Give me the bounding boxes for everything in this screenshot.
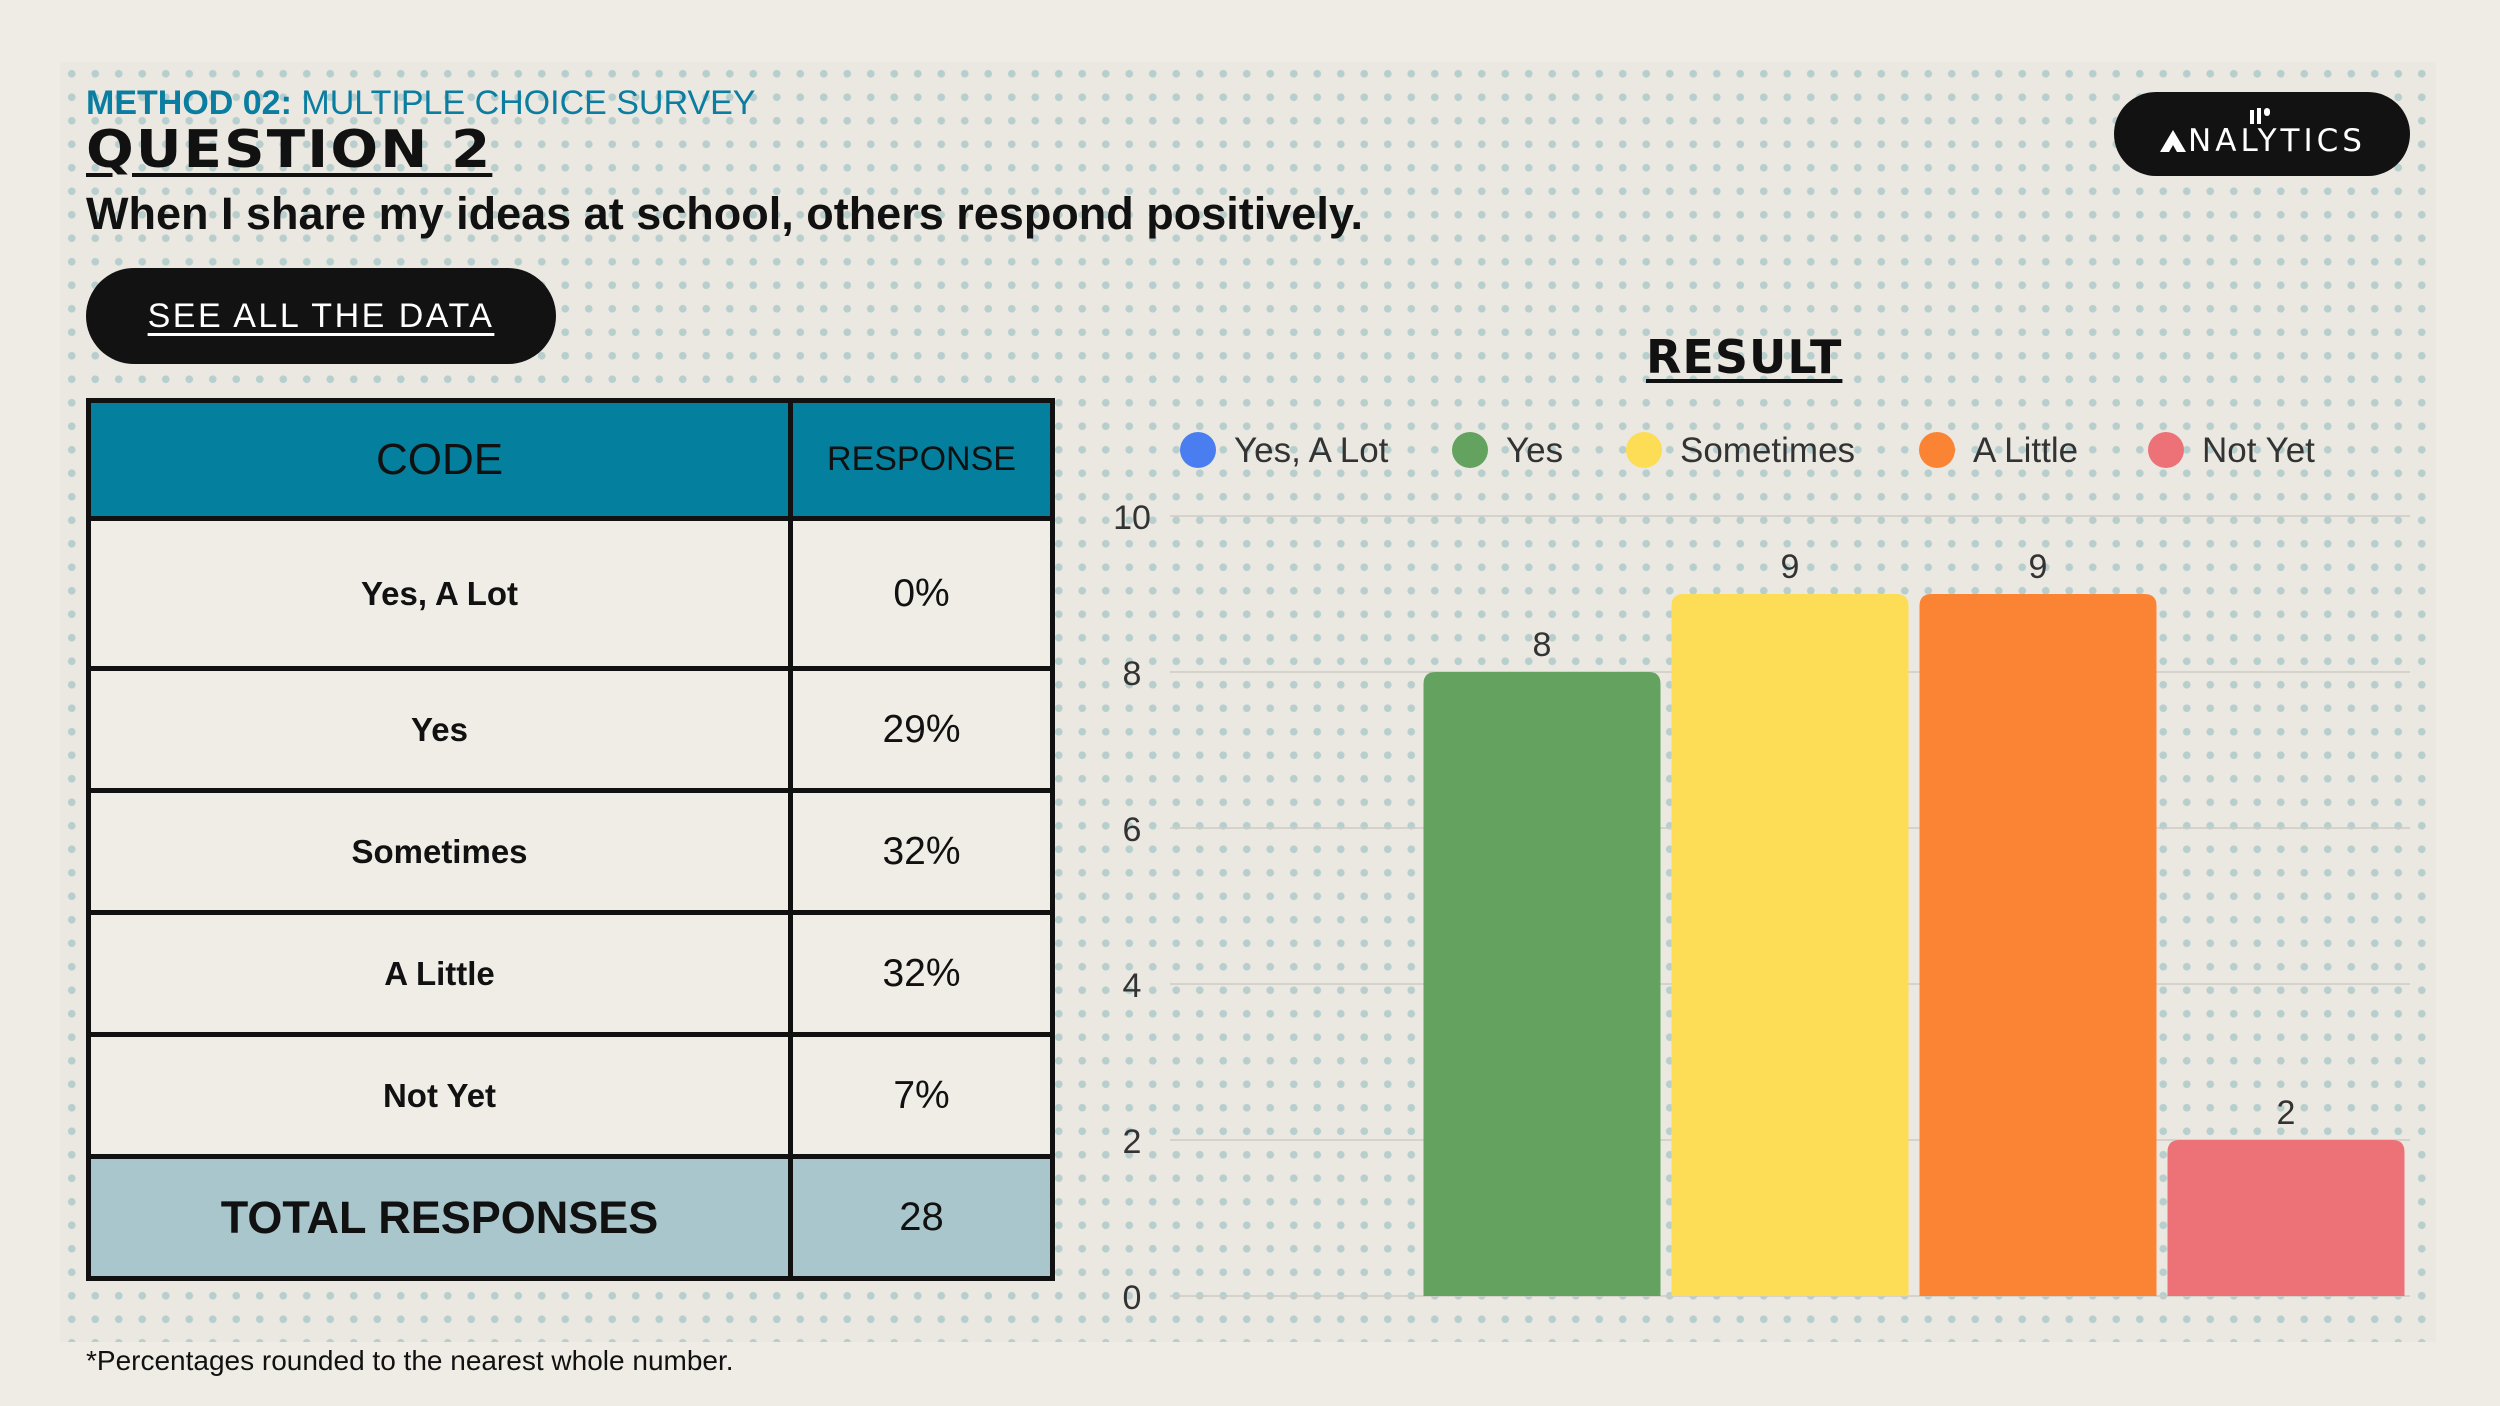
row-code: Sometimes	[86, 788, 793, 915]
row-response: 32%	[788, 788, 1055, 915]
row-response: 29%	[788, 666, 1055, 793]
logo-text: NALYTICS	[2188, 123, 2366, 159]
table-row: A Little 32%	[86, 910, 1055, 1037]
table-header-row: CODE RESPONSE	[86, 398, 1055, 521]
analytics-logo: NALYTICS	[2114, 92, 2410, 176]
response-table: CODE RESPONSE Yes, A Lot 0% Yes 29% Some…	[86, 398, 1055, 1281]
y-tick-label: 4	[1123, 967, 1142, 1005]
see-all-data-button[interactable]: SEE ALL THE DATA	[86, 268, 556, 364]
logo-mark-icon	[2250, 108, 2270, 124]
legend-label: Not Yet	[2202, 431, 2315, 470]
legend-swatch	[1919, 432, 1955, 468]
legend-label: A Little	[1973, 431, 2078, 470]
data-label: 9	[2029, 548, 2048, 586]
table-row: Not Yet 7%	[86, 1032, 1055, 1159]
row-code: Yes	[86, 666, 793, 793]
y-tick-label: 0	[1123, 1279, 1142, 1317]
data-label: 9	[1781, 548, 1800, 586]
legend-label: Yes	[1506, 431, 1563, 470]
chart-title: RESULT	[1646, 330, 1843, 384]
bar	[1423, 672, 1661, 1296]
legend-label: Sometimes	[1680, 431, 1855, 470]
legend-swatch	[2148, 432, 2184, 468]
table-row: Yes 29%	[86, 666, 1055, 793]
question-title: QUESTION 2	[86, 120, 493, 180]
legend-swatch	[1452, 432, 1488, 468]
bar	[1919, 594, 2157, 1296]
y-tick-label: 8	[1123, 655, 1142, 693]
row-code: Yes, A Lot	[86, 516, 793, 671]
footnote: *Percentages rounded to the nearest whol…	[86, 1345, 734, 1376]
y-tick-label: 10	[1113, 499, 1151, 537]
table-total-row: TOTAL RESPONSES 28	[86, 1154, 1055, 1281]
header-response: RESPONSE	[788, 398, 1055, 521]
bar	[2167, 1140, 2405, 1296]
row-code: A Little	[86, 910, 793, 1037]
table-row: Sometimes 32%	[86, 788, 1055, 915]
data-label: 2	[2277, 1094, 2296, 1132]
row-response: 0%	[788, 516, 1055, 671]
y-tick-label: 2	[1123, 1123, 1142, 1161]
y-tick-label: 6	[1123, 811, 1142, 849]
legend-swatch	[1180, 432, 1216, 468]
method-heading: METHOD 02: MULTIPLE CHOICE SURVEY	[86, 84, 756, 122]
row-response: 32%	[788, 910, 1055, 1037]
legend-label: Yes, A Lot	[1234, 431, 1389, 470]
total-label: TOTAL RESPONSES	[86, 1154, 793, 1281]
row-code: Not Yet	[86, 1032, 793, 1159]
header-code: CODE	[86, 398, 793, 521]
logo-a-icon	[2160, 130, 2187, 152]
question-text: When I share my ideas at school, others …	[86, 188, 1364, 239]
total-value: 28	[788, 1154, 1055, 1281]
table-row: Yes, A Lot 0%	[86, 516, 1055, 671]
legend-swatch	[1626, 432, 1662, 468]
row-response: 7%	[788, 1032, 1055, 1159]
data-label: 8	[1533, 626, 1552, 664]
bar	[1671, 594, 1909, 1296]
